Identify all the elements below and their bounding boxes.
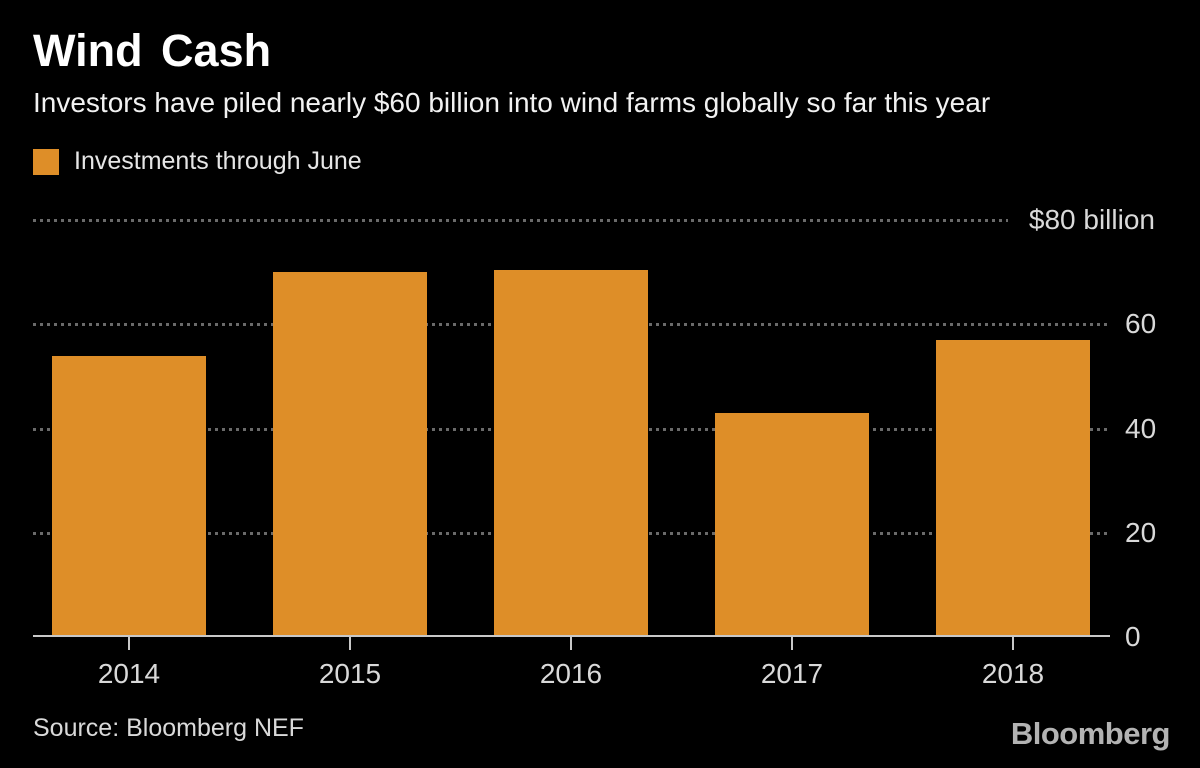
legend-label: Investments through June: [74, 147, 362, 175]
legend: Investments through June: [33, 147, 362, 176]
y-axis-label-40: 40: [1125, 412, 1157, 444]
x-axis-tick-2014: [128, 637, 130, 650]
bar-2016: [494, 269, 648, 637]
bar-2014: [52, 355, 206, 637]
x-axis-tick-2015: [349, 637, 351, 650]
y-axis-label-20: 20: [1125, 516, 1157, 548]
x-axis-tick-2016: [570, 637, 572, 650]
y-axis-label-0: 0: [1125, 621, 1141, 652]
gridline-80: [33, 219, 1008, 222]
x-axis-label-2015: 2015: [318, 658, 382, 689]
chart-title: Wind Cash: [33, 25, 272, 76]
bar-2015: [273, 272, 427, 637]
x-axis-label-2017: 2017: [760, 658, 824, 689]
chart-subtitle: Investors have piled nearly $60 billion …: [33, 87, 991, 118]
x-axis-label-2018: 2018: [981, 658, 1045, 689]
x-axis-label-2016: 2016: [539, 658, 603, 689]
x-axis-baseline: [33, 635, 1110, 637]
y-axis-label-60: 60: [1125, 308, 1157, 340]
bloomberg-logo: Bloomberg: [1010, 716, 1171, 751]
bar-2017: [715, 412, 869, 637]
x-axis-tick-2018: [1012, 637, 1014, 650]
x-axis-label-2014: 2014: [97, 658, 161, 689]
x-axis-tick-2017: [791, 637, 793, 650]
legend-swatch-icon: [33, 148, 59, 175]
source-note: Source: Bloomberg NEF: [33, 714, 304, 742]
y-axis-label-80: $80 billion: [1028, 204, 1155, 235]
bar-2018: [936, 339, 1090, 637]
